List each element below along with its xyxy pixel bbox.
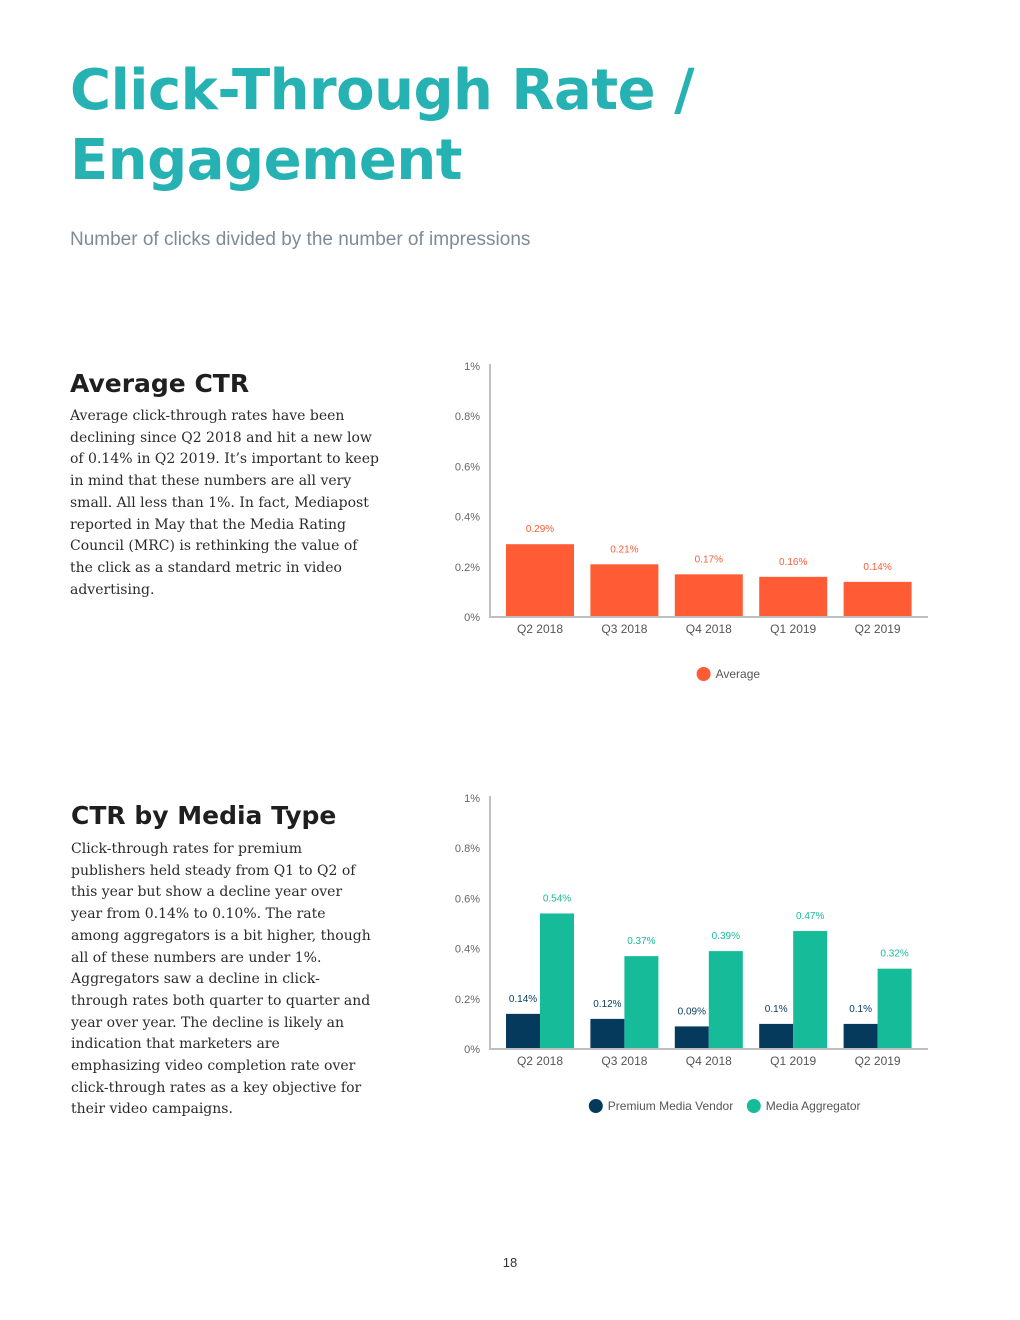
ctr-by-media-type-chart: 0% 0.2% 0.4% 0.6% 0.8% 1% 0.14% 0.54% Q2 2018 0.1… — [455, 793, 928, 1113]
average-ctr-heading: Average CTR — [70, 369, 250, 398]
data-label: 0.21% — [610, 544, 638, 555]
page-title: Click-Through Rate / Engagement — [70, 58, 695, 193]
bar — [540, 913, 574, 1048]
y-tick-label: 0% — [464, 1044, 480, 1056]
x-tick-label: Q4 2018 — [686, 1054, 732, 1068]
y-tick-label: 0.4% — [455, 512, 480, 524]
legend-marker — [696, 667, 711, 681]
page-number: 18 — [502, 1255, 518, 1270]
data-label: 0.12% — [593, 999, 621, 1010]
bar — [759, 1023, 794, 1048]
x-tick-label: Q2 2018 — [517, 622, 563, 636]
data-label: 0.17% — [695, 554, 723, 565]
legend-marker — [588, 1099, 603, 1113]
y-tick-label: 1% — [464, 793, 480, 805]
y-tick-label: 0.4% — [455, 944, 480, 956]
bar — [624, 956, 659, 1048]
bar — [590, 564, 659, 616]
legend-label: Premium Media Vendor — [608, 1099, 733, 1113]
bar — [793, 931, 828, 1048]
x-tick-label: Q1 2019 — [770, 622, 816, 636]
x-tick-label: Q2 2018 — [517, 1054, 563, 1068]
legend-label: Media Aggregator — [766, 1099, 861, 1113]
average-ctr-chart: 0% 0.2% 0.4% 0.6% 0.8% 1% 0.29% Q2 2018 0.21% Q3 … — [455, 361, 928, 681]
x-tick-label: Q4 2018 — [686, 622, 732, 636]
average-ctr-description: Average click-through rates have been de… — [70, 408, 379, 598]
data-label: 0.37% — [627, 936, 655, 947]
y-tick-label: 0.2% — [455, 994, 480, 1006]
bar — [759, 576, 828, 616]
y-tick-label: 0.6% — [455, 893, 480, 905]
data-label: 0.14% — [863, 562, 891, 573]
ctr-by-media-type-heading: CTR by Media Type — [71, 801, 337, 830]
data-label: 0.1% — [849, 1004, 872, 1015]
y-tick-label: 0.6% — [455, 461, 480, 473]
bar — [674, 1026, 709, 1048]
page-subtitle: Number of clicks divided by the number o… — [70, 229, 531, 250]
x-tick-label: Q2 2019 — [855, 622, 901, 636]
data-label: 0.09% — [678, 1006, 706, 1017]
data-label: 0.14% — [509, 994, 537, 1005]
data-label: 0.39% — [712, 931, 740, 942]
x-tick-label: Q2 2019 — [855, 1054, 901, 1068]
bar — [506, 1013, 540, 1048]
y-tick-label: 0.8% — [455, 843, 480, 855]
y-tick-label: 0.8% — [455, 411, 480, 423]
data-label: 0.16% — [779, 557, 807, 568]
bar — [877, 968, 912, 1048]
ctr-by-media-type-description: Click-through rates for premium publishe… — [71, 841, 371, 1118]
bar — [590, 1018, 625, 1048]
bar — [843, 581, 912, 616]
bar — [843, 1023, 878, 1048]
y-tick-label: 0% — [464, 612, 480, 624]
bar — [506, 544, 574, 616]
x-tick-label: Q3 2018 — [601, 622, 647, 636]
bar — [708, 951, 743, 1048]
y-tick-label: 1% — [464, 361, 480, 373]
x-tick-label: Q3 2018 — [601, 1054, 647, 1068]
bar — [674, 574, 743, 616]
y-tick-label: 0.2% — [455, 562, 480, 574]
data-label: 0.29% — [526, 524, 554, 535]
data-label: 0.47% — [796, 911, 824, 922]
legend-marker — [746, 1099, 761, 1113]
data-label: 0.32% — [880, 949, 908, 960]
data-label: 0.54% — [543, 893, 571, 904]
x-tick-label: Q1 2019 — [770, 1054, 816, 1068]
legend-label: Average — [716, 667, 761, 681]
data-label: 0.1% — [765, 1004, 788, 1015]
